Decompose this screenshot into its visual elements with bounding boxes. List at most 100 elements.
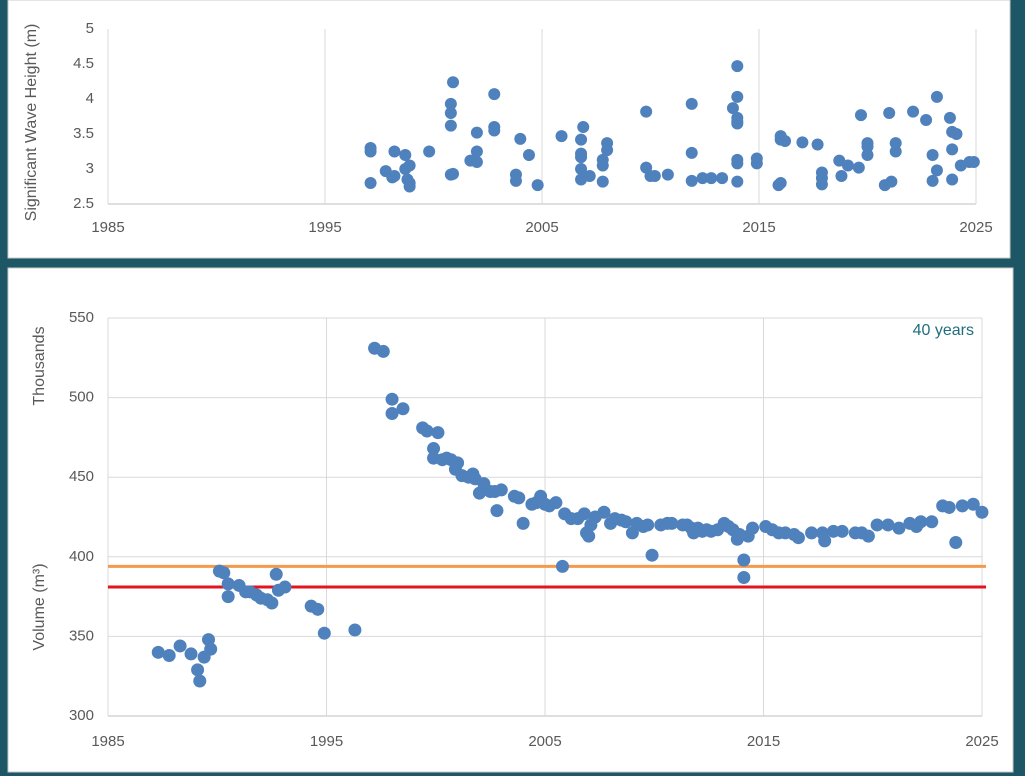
data-point: [184, 647, 198, 661]
data-point: [648, 170, 661, 182]
data-point: [805, 526, 819, 540]
data-point: [575, 151, 588, 164]
y-tick-label: 4: [86, 90, 94, 107]
y-tick-label: 500: [69, 389, 94, 406]
data-point: [385, 407, 399, 421]
data-point: [818, 534, 832, 548]
data-point: [385, 392, 399, 406]
data-point: [364, 177, 377, 189]
data-point: [946, 143, 959, 156]
data-point: [217, 566, 231, 580]
data-point: [926, 149, 939, 161]
data-point: [665, 516, 679, 530]
data-point: [835, 170, 848, 182]
y-axis-label: Volume (m³): [31, 563, 48, 650]
data-point: [861, 149, 874, 161]
data-point: [885, 175, 898, 188]
data-point: [601, 137, 614, 150]
data-point: [914, 515, 928, 529]
data-point: [278, 580, 292, 594]
data-point: [420, 424, 434, 438]
x-tick-label: 2005: [525, 219, 558, 236]
data-point: [444, 119, 457, 132]
data-point: [531, 179, 544, 192]
data-point: [577, 507, 591, 521]
data-point: [975, 505, 989, 519]
data-point: [750, 157, 763, 170]
data-point: [796, 136, 809, 149]
data-point: [889, 145, 902, 158]
data-point: [494, 483, 508, 497]
y-axis-unit: Thousands: [31, 326, 48, 405]
data-point: [348, 623, 362, 637]
data-point: [431, 426, 445, 440]
x-tick-label: 2025: [959, 219, 992, 236]
data-point: [930, 164, 943, 177]
data-point: [447, 76, 460, 89]
data-point: [403, 180, 416, 193]
data-point: [221, 577, 235, 591]
data-point: [444, 97, 457, 110]
data-point: [470, 156, 483, 168]
data-point: [641, 518, 655, 532]
data-point: [737, 553, 751, 567]
data-point: [841, 159, 854, 172]
data-point: [204, 642, 218, 656]
annotation: 40 years: [913, 322, 974, 339]
top-panel: [7, 0, 1011, 259]
data-point: [640, 105, 653, 118]
data-point: [852, 161, 865, 174]
data-point: [522, 149, 535, 161]
data-point: [388, 170, 401, 182]
data-point: [509, 174, 522, 187]
data-point: [705, 172, 718, 185]
data-point: [645, 548, 659, 562]
data-point: [870, 518, 884, 532]
y-axis-label: Significant Wave Height (m): [23, 24, 40, 222]
data-point: [162, 649, 176, 663]
data-point: [451, 456, 465, 470]
data-point: [815, 178, 828, 191]
data-point: [854, 109, 867, 122]
x-tick-label: 1985: [91, 733, 124, 750]
data-point: [583, 170, 596, 182]
data-point: [488, 124, 501, 137]
data-point: [943, 111, 956, 124]
data-point: [685, 174, 698, 187]
data-point: [949, 535, 963, 549]
x-tick-label: 2025: [965, 733, 998, 750]
data-point: [549, 496, 563, 510]
data-point: [396, 402, 410, 416]
data-point: [514, 132, 527, 145]
data-point: [575, 163, 588, 175]
data-point: [731, 60, 744, 73]
data-point: [221, 590, 235, 604]
data-point: [193, 674, 207, 688]
y-tick-label: 3.5: [73, 125, 94, 142]
data-point: [696, 172, 709, 185]
data-point: [265, 596, 279, 610]
x-tick-label: 1995: [310, 733, 343, 750]
data-point: [596, 159, 609, 172]
y-tick-label: 4.5: [73, 55, 94, 72]
data-point: [403, 159, 416, 172]
data-point: [399, 149, 412, 161]
data-point: [920, 114, 933, 126]
data-point: [516, 516, 530, 530]
data-point: [555, 559, 569, 573]
data-point: [685, 146, 698, 159]
data-point: [582, 529, 596, 543]
data-point: [892, 521, 906, 535]
data-point: [925, 515, 939, 529]
data-point: [791, 531, 805, 545]
data-point: [731, 175, 744, 188]
data-point: [470, 145, 483, 158]
data-point: [716, 172, 729, 185]
y-tick-label: 5: [86, 20, 94, 37]
x-tick-label: 2005: [528, 733, 561, 750]
data-point: [490, 504, 504, 518]
data-point: [269, 567, 283, 581]
data-point: [950, 128, 963, 140]
data-point: [376, 344, 390, 358]
